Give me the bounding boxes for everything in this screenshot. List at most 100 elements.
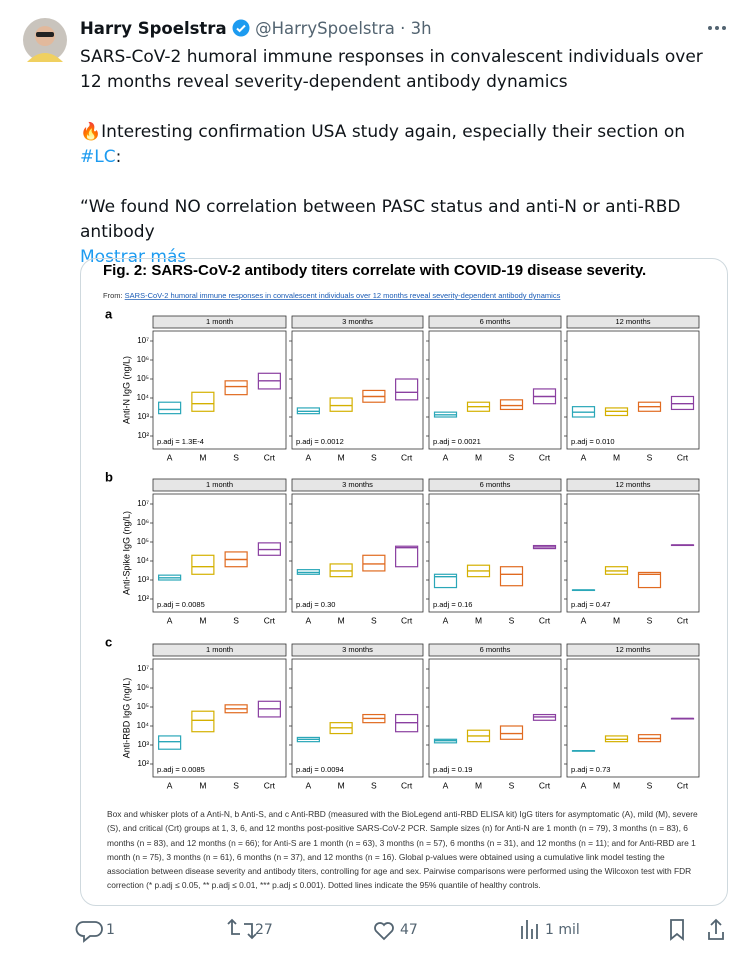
group-label: Crt — [539, 780, 551, 790]
group-label: A — [167, 615, 173, 625]
group-label: M — [613, 780, 620, 790]
paragraph: SARS-CoV-2 humoral immune responses in c… — [80, 47, 703, 92]
from-link[interactable]: SARS-CoV-2 humoral immune responses in c… — [125, 291, 561, 300]
group-label: A — [167, 780, 173, 790]
y-tick-label: 10⁷ — [137, 664, 149, 673]
p-value: p.adj = 0.0094 — [296, 765, 344, 774]
p-value: p.adj = 1.3E-4 — [157, 437, 204, 446]
facet-strip — [566, 315, 700, 329]
y-tick-label: 10⁷ — [137, 499, 149, 508]
group-label: Crt — [539, 452, 551, 462]
box — [158, 735, 182, 750]
paragraph: 🔥Interesting confirmation USA study agai… — [80, 120, 725, 170]
group-label: Crt — [264, 615, 276, 625]
avatar[interactable] — [23, 18, 67, 62]
group-label: Crt — [539, 615, 551, 625]
y-tick-label: 10⁵ — [137, 702, 149, 711]
y-tick-label: 10⁴ — [137, 721, 150, 730]
plot-frame — [152, 330, 287, 450]
group-label: Crt — [264, 452, 276, 462]
from: From: — [103, 291, 125, 300]
retweet-icon[interactable] — [227, 918, 257, 940]
facet-title: 6 months — [480, 317, 511, 326]
group-label: Crt — [677, 452, 689, 462]
more-button[interactable] — [706, 22, 728, 34]
group-label: M — [613, 452, 620, 462]
group-label: Crt — [401, 780, 413, 790]
y-tick-label: 10⁵ — [137, 537, 149, 546]
box — [637, 571, 662, 589]
facet-title: 6 months — [480, 645, 511, 654]
reply-icon[interactable] — [75, 921, 103, 943]
action-bar: 1 27 47 1 mil — [75, 918, 724, 943]
group-label: S — [509, 615, 515, 625]
box — [329, 397, 353, 412]
box — [362, 554, 386, 572]
show-more[interactable]: Mostrar más — [80, 247, 187, 267]
share-icon[interactable] — [708, 918, 724, 940]
p-value: p.adj = 0.0085 — [157, 765, 205, 774]
box — [499, 566, 524, 587]
p-value: p.adj = 0.19 — [433, 765, 472, 774]
facet-title: 1 month — [206, 317, 233, 326]
group-label: A — [306, 780, 312, 790]
y-tick-label: 10⁴ — [137, 556, 150, 565]
facet-strip — [152, 478, 287, 492]
group-label: A — [167, 452, 173, 462]
group-label: M — [475, 780, 482, 790]
group-label: M — [199, 780, 206, 790]
p-value: p.adj = 0.010 — [571, 437, 615, 446]
panel-label: c — [105, 634, 112, 649]
facet-title: 3 months — [342, 645, 373, 654]
bookmark-icon[interactable] — [670, 919, 684, 941]
y-tick-label: 10³ — [137, 412, 149, 421]
group-label: M — [613, 615, 620, 625]
plot-frame — [152, 658, 287, 778]
box — [224, 380, 248, 396]
plot-frame — [291, 658, 424, 778]
y-tick-label: 10³ — [137, 575, 149, 584]
author-name[interactable]: Harry Spoelstra — [80, 19, 227, 38]
hashtag[interactable]: #LC — [80, 147, 116, 167]
y-tick-label: 10² — [137, 759, 149, 768]
panel-label: a — [105, 306, 113, 321]
p-value: p.adj = 0.30 — [296, 600, 335, 609]
plot-frame — [566, 493, 700, 613]
y-tick-label: 10⁶ — [137, 518, 149, 527]
byline[interactable]: @HarrySpoelstra · 3h — [255, 19, 432, 38]
group-label: S — [233, 780, 239, 790]
like-icon[interactable] — [374, 922, 394, 941]
facet-title: 12 months — [615, 645, 650, 654]
facet-title: 12 months — [615, 480, 650, 489]
facet-strip — [291, 478, 424, 492]
figure: Fig. 2: SARS-CoV-2 antibody titers corre… — [103, 262, 700, 790]
facet-strip — [566, 643, 700, 657]
y-axis-label: Anti-N IgG (ng/L) — [121, 356, 131, 424]
panel-label: b — [105, 469, 113, 484]
view-count: 1 mil — [545, 922, 580, 938]
group-label: Crt — [264, 780, 276, 790]
facet-strip — [428, 478, 562, 492]
group-label: A — [306, 452, 312, 462]
group-label: M — [199, 452, 206, 462]
group-label: M — [338, 615, 345, 625]
box — [499, 399, 524, 411]
plot-frame — [152, 493, 287, 613]
group-label: M — [475, 452, 482, 462]
group-label: Crt — [677, 615, 689, 625]
y-tick-label: 10⁴ — [137, 393, 150, 402]
group-label: S — [233, 452, 239, 462]
box — [191, 391, 215, 412]
y-tick-label: 10⁵ — [137, 374, 149, 383]
plot-frame — [428, 493, 562, 613]
facet-title: 1 month — [206, 480, 233, 489]
group-label: M — [338, 452, 345, 462]
plot-frame — [291, 330, 424, 450]
group-label: S — [371, 615, 377, 625]
facet-title: 1 month — [206, 645, 233, 654]
views-icon[interactable] — [521, 920, 538, 939]
y-tick-label: 10² — [137, 431, 149, 440]
like-count: 47 — [400, 922, 418, 938]
media-card[interactable]: Fig. 2: SARS-CoV-2 antibody titers corre… — [80, 258, 728, 906]
